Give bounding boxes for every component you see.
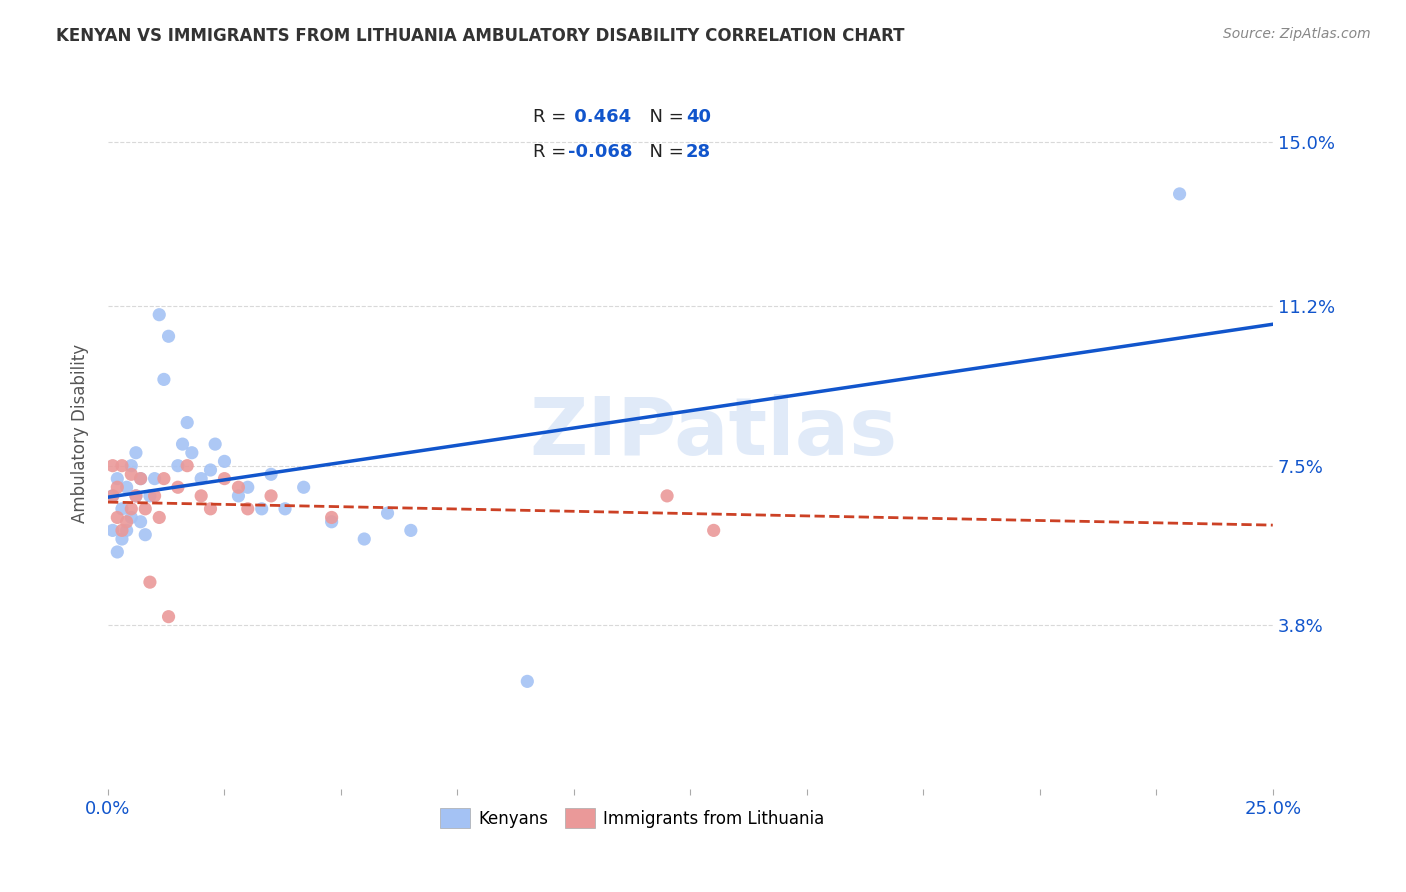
Point — [120, 501, 142, 516]
Point — [204, 437, 226, 451]
Point — [153, 472, 176, 486]
Point — [228, 480, 250, 494]
Point — [260, 489, 283, 503]
Point — [148, 510, 170, 524]
Point — [1168, 186, 1191, 201]
Point — [129, 472, 152, 486]
Y-axis label: Ambulatory Disability: Ambulatory Disability — [72, 343, 89, 523]
Text: KENYAN VS IMMIGRANTS FROM LITHUANIA AMBULATORY DISABILITY CORRELATION CHART: KENYAN VS IMMIGRANTS FROM LITHUANIA AMBU… — [56, 27, 904, 45]
Point — [214, 472, 236, 486]
Point — [167, 480, 190, 494]
Point — [101, 489, 124, 503]
Point — [129, 515, 152, 529]
Point — [143, 472, 166, 486]
Point — [125, 489, 148, 503]
Point — [321, 510, 343, 524]
Point — [129, 472, 152, 486]
Text: 28: 28 — [686, 144, 711, 161]
Text: N =: N = — [638, 144, 689, 161]
Point — [190, 489, 212, 503]
Text: 40: 40 — [686, 108, 710, 126]
Point — [236, 501, 259, 516]
Legend: Kenyans, Immigrants from Lithuania: Kenyans, Immigrants from Lithuania — [433, 802, 831, 834]
Point — [139, 489, 162, 503]
Point — [120, 510, 142, 524]
Point — [139, 575, 162, 590]
Point — [120, 467, 142, 482]
Point — [236, 480, 259, 494]
Text: R =: R = — [533, 144, 572, 161]
Point — [200, 501, 222, 516]
Point — [176, 416, 198, 430]
Point — [399, 524, 422, 538]
Point — [260, 467, 283, 482]
Point — [125, 489, 148, 503]
Point — [111, 458, 134, 473]
Point — [190, 472, 212, 486]
Point — [703, 524, 725, 538]
Point — [250, 501, 273, 516]
Point — [228, 489, 250, 503]
Text: -0.068: -0.068 — [568, 144, 633, 161]
Text: 0.464: 0.464 — [568, 108, 631, 126]
Point — [172, 437, 194, 451]
Point — [134, 501, 156, 516]
Point — [214, 454, 236, 468]
Point — [105, 472, 128, 486]
Point — [321, 515, 343, 529]
Text: ZIPatlas: ZIPatlas — [530, 394, 898, 473]
Point — [180, 446, 202, 460]
Text: N =: N = — [638, 108, 689, 126]
Point — [292, 480, 315, 494]
Point — [274, 501, 297, 516]
Point — [176, 458, 198, 473]
Point — [377, 506, 399, 520]
Point — [105, 545, 128, 559]
Point — [125, 446, 148, 460]
Point — [115, 515, 138, 529]
Point — [157, 609, 180, 624]
Text: Source: ZipAtlas.com: Source: ZipAtlas.com — [1223, 27, 1371, 41]
Point — [153, 372, 176, 386]
Point — [516, 674, 538, 689]
Point — [200, 463, 222, 477]
Point — [143, 489, 166, 503]
Point — [134, 527, 156, 541]
Point — [115, 524, 138, 538]
Point — [101, 524, 124, 538]
Point — [101, 458, 124, 473]
Point — [115, 480, 138, 494]
Point — [105, 480, 128, 494]
Point — [655, 489, 678, 503]
Point — [111, 532, 134, 546]
Point — [148, 308, 170, 322]
Point — [111, 501, 134, 516]
Point — [167, 458, 190, 473]
Point — [105, 510, 128, 524]
Point — [111, 524, 134, 538]
Point — [353, 532, 375, 546]
Point — [157, 329, 180, 343]
Point — [101, 489, 124, 503]
Point — [120, 458, 142, 473]
Text: R =: R = — [533, 108, 572, 126]
